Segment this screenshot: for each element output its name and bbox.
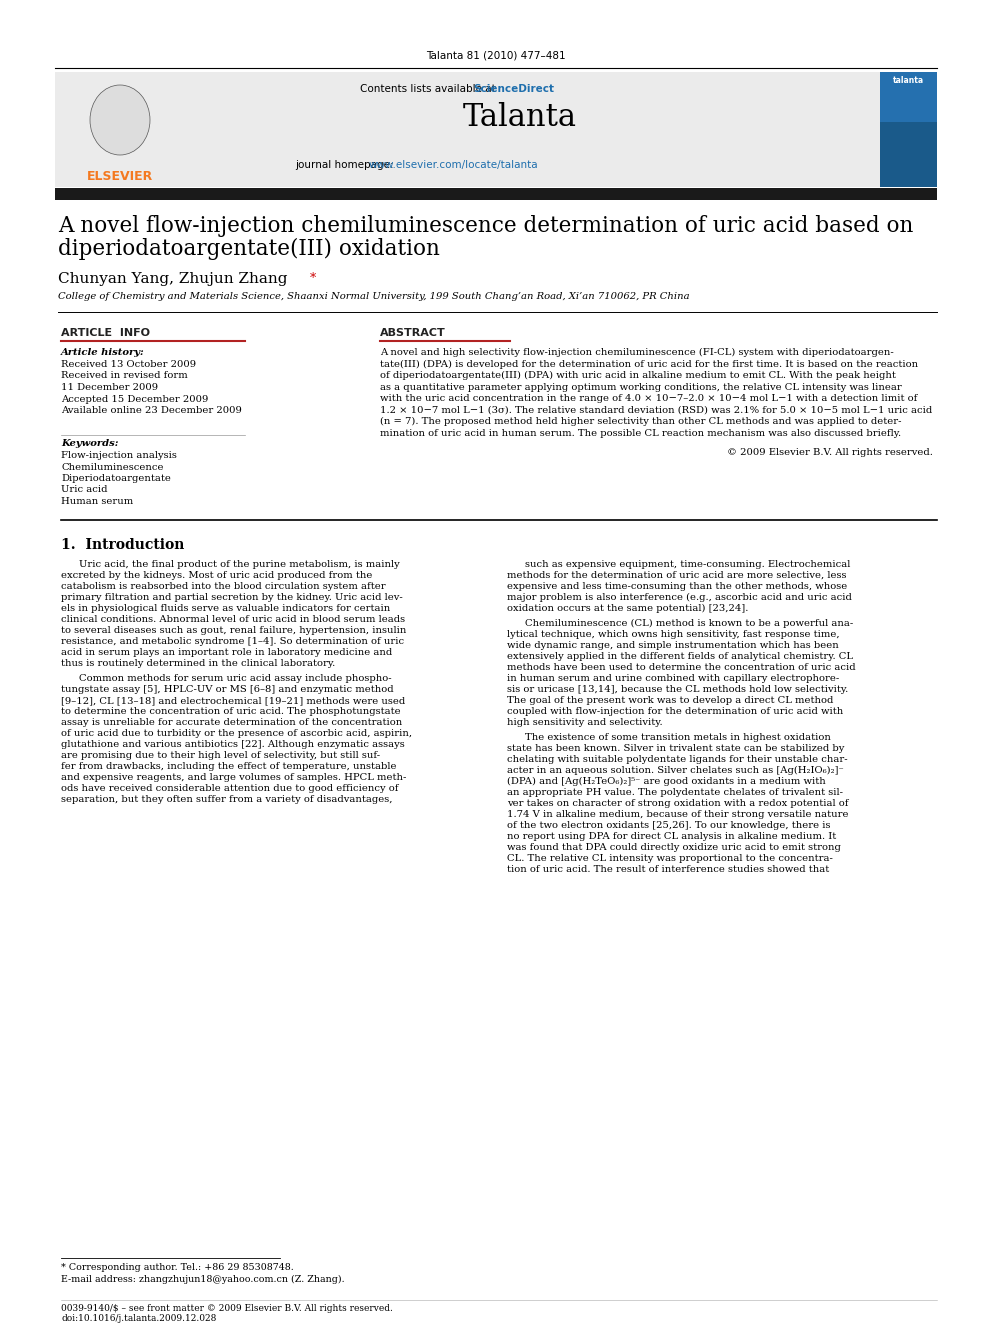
Bar bbox=[55, 188, 937, 200]
Text: Uric acid: Uric acid bbox=[61, 486, 107, 495]
Text: Flow-injection analysis: Flow-injection analysis bbox=[61, 451, 177, 460]
Text: 11 December 2009: 11 December 2009 bbox=[61, 382, 158, 392]
Text: 1.2 × 10−7 mol L−1 (3σ). The relative standard deviation (RSD) was 2.1% for 5.0 : 1.2 × 10−7 mol L−1 (3σ). The relative st… bbox=[380, 406, 932, 414]
Text: © 2009 Elsevier B.V. All rights reserved.: © 2009 Elsevier B.V. All rights reserved… bbox=[727, 448, 933, 456]
Bar bbox=[55, 71, 215, 187]
Bar bbox=[880, 71, 937, 122]
Bar bbox=[880, 71, 937, 187]
Text: ARTICLE  INFO: ARTICLE INFO bbox=[61, 328, 150, 337]
Text: of the two electron oxidants [25,26]. To our knowledge, there is: of the two electron oxidants [25,26]. To… bbox=[507, 822, 830, 830]
Text: *: * bbox=[310, 273, 316, 284]
Text: ScienceDirect: ScienceDirect bbox=[473, 83, 555, 94]
Text: Talanta: Talanta bbox=[463, 102, 577, 134]
Text: oxidation occurs at the same potential) [23,24].: oxidation occurs at the same potential) … bbox=[507, 605, 748, 613]
Text: wide dynamic range, and simple instrumentation which has been: wide dynamic range, and simple instrumen… bbox=[507, 642, 839, 650]
Text: acid in serum plays an important role in laboratory medicine and: acid in serum plays an important role in… bbox=[61, 648, 392, 658]
Text: methods for the determination of uric acid are more selective, less: methods for the determination of uric ac… bbox=[507, 572, 846, 579]
Text: as a quantitative parameter applying optimum working conditions, the relative CL: as a quantitative parameter applying opt… bbox=[380, 382, 902, 392]
Text: (n = 7). The proposed method held higher selectivity than other CL methods and w: (n = 7). The proposed method held higher… bbox=[380, 417, 902, 426]
Text: of diperiodatoargentate(III) (DPA) with uric acid in alkaline medium to emit CL.: of diperiodatoargentate(III) (DPA) with … bbox=[380, 370, 896, 380]
Text: A novel and high selectivity flow-injection chemiluminescence (FI-CL) system wit: A novel and high selectivity flow-inject… bbox=[380, 348, 894, 357]
Text: CL. The relative CL intensity was proportional to the concentra-: CL. The relative CL intensity was propor… bbox=[507, 855, 833, 863]
Text: methods have been used to determine the concentration of uric acid: methods have been used to determine the … bbox=[507, 663, 856, 672]
Text: Diperiodatoargentate: Diperiodatoargentate bbox=[61, 474, 171, 483]
Text: Chemiluminescence: Chemiluminescence bbox=[61, 463, 164, 471]
Text: primary filtration and partial secretion by the kidney. Uric acid lev-: primary filtration and partial secretion… bbox=[61, 593, 403, 602]
Text: lytical technique, which owns high sensitivity, fast response time,: lytical technique, which owns high sensi… bbox=[507, 630, 839, 639]
Text: Talanta 81 (2010) 477–481: Talanta 81 (2010) 477–481 bbox=[427, 50, 565, 60]
Text: mination of uric acid in human serum. The possible CL reaction mechanism was als: mination of uric acid in human serum. Th… bbox=[380, 429, 901, 438]
Text: separation, but they often suffer from a variety of disadvantages,: separation, but they often suffer from a… bbox=[61, 795, 393, 804]
Text: Received 13 October 2009: Received 13 October 2009 bbox=[61, 360, 196, 369]
Text: to determine the concentration of uric acid. The phosphotungstate: to determine the concentration of uric a… bbox=[61, 706, 401, 716]
Text: Uric acid, the final product of the purine metabolism, is mainly: Uric acid, the final product of the puri… bbox=[79, 560, 400, 569]
Text: was found that DPA could directly oxidize uric acid to emit strong: was found that DPA could directly oxidiz… bbox=[507, 843, 841, 852]
Text: tate(III) (DPA) is developed for the determination of uric acid for the first ti: tate(III) (DPA) is developed for the det… bbox=[380, 360, 919, 369]
Text: ELSEVIER: ELSEVIER bbox=[87, 169, 153, 183]
Text: sis or uricase [13,14], because the CL methods hold low selectivity.: sis or uricase [13,14], because the CL m… bbox=[507, 685, 848, 695]
Text: glutathione and various antibiotics [22]. Although enzymatic assays: glutathione and various antibiotics [22]… bbox=[61, 740, 405, 749]
Text: are promising due to their high level of selectivity, but still suf-: are promising due to their high level of… bbox=[61, 751, 380, 759]
Text: * Corresponding author. Tel.: +86 29 85308748.: * Corresponding author. Tel.: +86 29 853… bbox=[61, 1263, 294, 1271]
Text: such as expensive equipment, time-consuming. Electrochemical: such as expensive equipment, time-consum… bbox=[525, 560, 850, 569]
Text: Keywords:: Keywords: bbox=[61, 439, 118, 448]
Text: assay is unreliable for accurate determination of the concentration: assay is unreliable for accurate determi… bbox=[61, 718, 402, 728]
Text: The existence of some transition metals in highest oxidation: The existence of some transition metals … bbox=[525, 733, 831, 742]
Text: in human serum and urine combined with capillary electrophore-: in human serum and urine combined with c… bbox=[507, 673, 839, 683]
Text: coupled with flow-injection for the determination of uric acid with: coupled with flow-injection for the dete… bbox=[507, 706, 843, 716]
Text: high sensitivity and selectivity.: high sensitivity and selectivity. bbox=[507, 718, 663, 728]
Text: Contents lists available at: Contents lists available at bbox=[360, 83, 499, 94]
Text: state has been known. Silver in trivalent state can be stabilized by: state has been known. Silver in trivalen… bbox=[507, 744, 844, 753]
Text: thus is routinely determined in the clinical laboratory.: thus is routinely determined in the clin… bbox=[61, 659, 335, 668]
Text: an appropriate PH value. The polydentate chelates of trivalent sil-: an appropriate PH value. The polydentate… bbox=[507, 789, 843, 796]
Text: journal homepage:: journal homepage: bbox=[295, 160, 397, 169]
Text: els in physiological fluids serve as valuable indicators for certain: els in physiological fluids serve as val… bbox=[61, 605, 390, 613]
Text: A novel flow-injection chemiluminescence determination of uric acid based on: A novel flow-injection chemiluminescence… bbox=[58, 216, 914, 237]
Text: [9–12], CL [13–18] and electrochemical [19–21] methods were used: [9–12], CL [13–18] and electrochemical [… bbox=[61, 696, 406, 705]
Text: diperiodatoargentate(III) oxidation: diperiodatoargentate(III) oxidation bbox=[58, 238, 439, 261]
Text: tion of uric acid. The result of interference studies showed that: tion of uric acid. The result of interfe… bbox=[507, 865, 829, 875]
Text: www.elsevier.com/locate/talanta: www.elsevier.com/locate/talanta bbox=[369, 160, 539, 169]
Text: Article history:: Article history: bbox=[61, 348, 145, 357]
Text: 1.  Introduction: 1. Introduction bbox=[61, 538, 185, 552]
Text: no report using DPA for direct CL analysis in alkaline medium. It: no report using DPA for direct CL analys… bbox=[507, 832, 836, 841]
Bar bbox=[55, 71, 937, 187]
Text: extensively applied in the different fields of analytical chemistry. CL: extensively applied in the different fie… bbox=[507, 652, 853, 662]
Text: The goal of the present work was to develop a direct CL method: The goal of the present work was to deve… bbox=[507, 696, 833, 705]
Text: 1.74 V in alkaline medium, because of their strong versatile nature: 1.74 V in alkaline medium, because of th… bbox=[507, 810, 848, 819]
Text: doi:10.1016/j.talanta.2009.12.028: doi:10.1016/j.talanta.2009.12.028 bbox=[61, 1314, 216, 1323]
Text: Chemiluminescence (CL) method is known to be a powerful ana-: Chemiluminescence (CL) method is known t… bbox=[525, 619, 853, 628]
Text: Received in revised form: Received in revised form bbox=[61, 372, 187, 381]
Text: expensive and less time-consuming than the other methods, whose: expensive and less time-consuming than t… bbox=[507, 582, 847, 591]
Text: College of Chemistry and Materials Science, Shaanxi Normal University, 199 South: College of Chemistry and Materials Scien… bbox=[58, 292, 689, 302]
Text: Accepted 15 December 2009: Accepted 15 December 2009 bbox=[61, 394, 208, 404]
Text: chelating with suitable polydentate ligands for their unstable char-: chelating with suitable polydentate liga… bbox=[507, 755, 847, 763]
Text: ods have received considerable attention due to good efficiency of: ods have received considerable attention… bbox=[61, 785, 399, 792]
Text: 0039-9140/$ – see front matter © 2009 Elsevier B.V. All rights reserved.: 0039-9140/$ – see front matter © 2009 El… bbox=[61, 1304, 393, 1312]
Text: ver takes on character of strong oxidation with a redox potential of: ver takes on character of strong oxidati… bbox=[507, 799, 848, 808]
Text: clinical conditions. Abnormal level of uric acid in blood serum leads: clinical conditions. Abnormal level of u… bbox=[61, 615, 405, 624]
Text: excreted by the kidneys. Most of uric acid produced from the: excreted by the kidneys. Most of uric ac… bbox=[61, 572, 372, 579]
Ellipse shape bbox=[90, 85, 150, 155]
Text: E-mail address: zhangzhujun18@yahoo.com.cn (Z. Zhang).: E-mail address: zhangzhujun18@yahoo.com.… bbox=[61, 1275, 344, 1285]
Text: Chunyan Yang, Zhujun Zhang: Chunyan Yang, Zhujun Zhang bbox=[58, 273, 288, 286]
Text: and expensive reagents, and large volumes of samples. HPCL meth-: and expensive reagents, and large volume… bbox=[61, 773, 407, 782]
Text: Available online 23 December 2009: Available online 23 December 2009 bbox=[61, 406, 242, 415]
Text: catabolism is reabsorbed into the blood circulation system after: catabolism is reabsorbed into the blood … bbox=[61, 582, 386, 591]
Text: resistance, and metabolic syndrome [1–4]. So determination of uric: resistance, and metabolic syndrome [1–4]… bbox=[61, 636, 404, 646]
Text: (DPA) and [Ag(H₂TeO₆)₂]⁵⁻ are good oxidants in a medium with: (DPA) and [Ag(H₂TeO₆)₂]⁵⁻ are good oxida… bbox=[507, 777, 825, 786]
Text: Common methods for serum uric acid assay include phospho-: Common methods for serum uric acid assay… bbox=[79, 673, 392, 683]
Text: major problem is also interference (e.g., ascorbic acid and uric acid: major problem is also interference (e.g.… bbox=[507, 593, 852, 602]
Text: Human serum: Human serum bbox=[61, 497, 133, 505]
Text: acter in an aqueous solution. Silver chelates such as [Ag(H₂IO₆)₂]⁻: acter in an aqueous solution. Silver che… bbox=[507, 766, 844, 775]
Text: of uric acid due to turbidity or the presence of ascorbic acid, aspirin,: of uric acid due to turbidity or the pre… bbox=[61, 729, 412, 738]
Text: to several diseases such as gout, renal failure, hypertension, insulin: to several diseases such as gout, renal … bbox=[61, 626, 407, 635]
Text: talanta: talanta bbox=[893, 75, 924, 85]
Text: ABSTRACT: ABSTRACT bbox=[380, 328, 445, 337]
Text: fer from drawbacks, including the effect of temperature, unstable: fer from drawbacks, including the effect… bbox=[61, 762, 397, 771]
Text: tungstate assay [5], HPLC-UV or MS [6–8] and enzymatic method: tungstate assay [5], HPLC-UV or MS [6–8]… bbox=[61, 685, 394, 695]
Text: with the uric acid concentration in the range of 4.0 × 10−7–2.0 × 10−4 mol L−1 w: with the uric acid concentration in the … bbox=[380, 394, 918, 404]
